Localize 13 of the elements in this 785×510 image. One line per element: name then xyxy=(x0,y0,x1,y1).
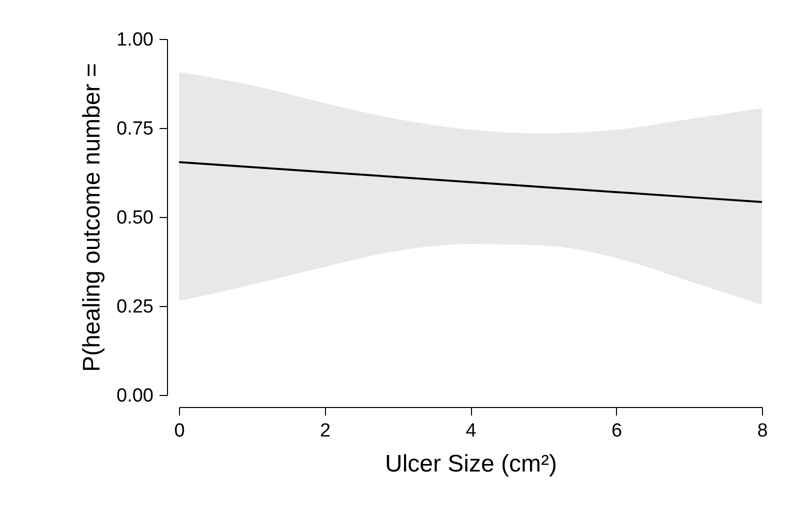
y-axis-title: P(healing outcome number = xyxy=(78,63,106,372)
y-tick-label: 0.00 xyxy=(116,386,154,406)
x-tick-label: 0 xyxy=(174,420,185,442)
y-tick-label: 0.75 xyxy=(116,118,154,140)
x-tick-label: 8 xyxy=(757,420,768,442)
x-tick-label: 6 xyxy=(611,420,622,442)
line-series xyxy=(178,161,763,204)
x-tick-label: 2 xyxy=(320,420,331,442)
y-tick-label: 0.50 xyxy=(116,208,154,228)
x-axis-title: Ulcer Size (cm²) xyxy=(385,450,557,478)
y-tick-label: 1.00 xyxy=(116,30,154,50)
y-tick-label: 0.25 xyxy=(116,296,154,318)
x-tick-label: 4 xyxy=(466,420,477,442)
